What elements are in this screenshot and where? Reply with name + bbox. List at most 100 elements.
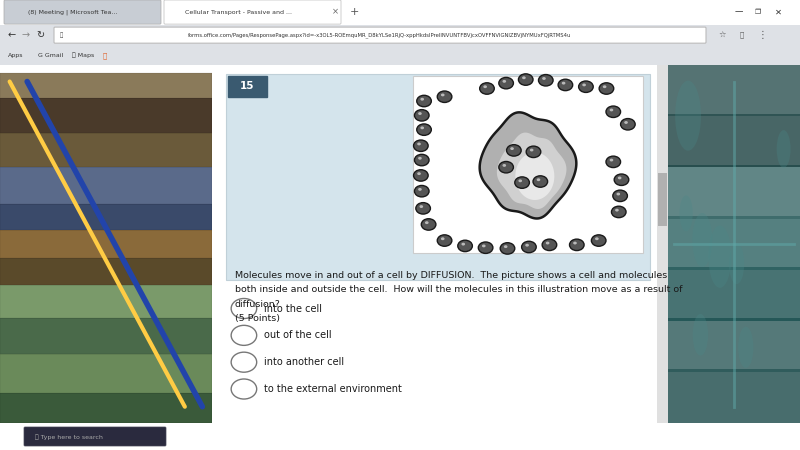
Circle shape xyxy=(414,154,429,166)
Bar xyxy=(658,172,666,226)
Circle shape xyxy=(506,144,521,156)
Circle shape xyxy=(591,235,606,246)
Text: ☆: ☆ xyxy=(718,31,726,40)
Circle shape xyxy=(618,176,622,180)
Circle shape xyxy=(510,147,514,150)
Bar xyxy=(668,63,800,117)
Text: 11/11/2020: 11/11/2020 xyxy=(727,440,762,445)
Bar xyxy=(668,216,800,270)
Circle shape xyxy=(542,239,557,251)
Circle shape xyxy=(441,237,445,240)
Circle shape xyxy=(231,325,257,345)
Circle shape xyxy=(418,157,422,160)
Text: 👤: 👤 xyxy=(740,32,744,38)
Circle shape xyxy=(420,126,424,129)
Text: 🌐: 🌐 xyxy=(374,432,378,441)
Text: 🅱: 🅱 xyxy=(103,52,107,58)
Text: 11:05 AM: 11:05 AM xyxy=(730,429,760,435)
Text: both inside and outside the cell.  How will the molecules in this illustration m: both inside and outside the cell. How wi… xyxy=(235,285,682,294)
Circle shape xyxy=(504,245,507,248)
Circle shape xyxy=(606,106,621,117)
Circle shape xyxy=(777,130,790,168)
Circle shape xyxy=(499,77,514,89)
Bar xyxy=(668,165,800,219)
Circle shape xyxy=(675,81,701,151)
Text: (5 Points): (5 Points) xyxy=(235,314,280,323)
Circle shape xyxy=(502,164,506,167)
Bar xyxy=(0,319,212,354)
Text: 🎵: 🎵 xyxy=(346,432,350,441)
Circle shape xyxy=(578,81,594,92)
Circle shape xyxy=(420,98,424,101)
Text: 📶: 📶 xyxy=(718,434,722,440)
Circle shape xyxy=(708,225,731,288)
Text: to the external environment: to the external environment xyxy=(265,384,402,394)
FancyBboxPatch shape xyxy=(24,427,166,446)
Bar xyxy=(0,204,212,230)
Text: ❑: ❑ xyxy=(176,432,184,441)
Circle shape xyxy=(425,221,429,224)
Circle shape xyxy=(518,74,533,86)
Text: ✕: ✕ xyxy=(775,8,782,17)
Circle shape xyxy=(530,148,534,152)
Circle shape xyxy=(526,146,541,158)
Circle shape xyxy=(422,219,436,230)
Circle shape xyxy=(595,237,598,240)
Circle shape xyxy=(418,112,422,115)
Text: 📁: 📁 xyxy=(262,432,266,441)
Circle shape xyxy=(419,205,423,208)
Circle shape xyxy=(438,91,452,103)
Text: G Gmail: G Gmail xyxy=(38,53,63,58)
Circle shape xyxy=(542,77,546,80)
Circle shape xyxy=(514,177,530,188)
FancyBboxPatch shape xyxy=(164,0,341,24)
Text: ⋮: ⋮ xyxy=(758,30,768,40)
Bar xyxy=(668,12,800,65)
FancyBboxPatch shape xyxy=(4,0,161,24)
Circle shape xyxy=(231,298,257,319)
Bar xyxy=(0,167,212,204)
Circle shape xyxy=(480,83,494,94)
Circle shape xyxy=(414,110,429,121)
Circle shape xyxy=(499,162,514,173)
Circle shape xyxy=(441,94,445,96)
Text: out of the cell: out of the cell xyxy=(265,330,332,340)
Circle shape xyxy=(478,242,493,253)
Bar xyxy=(0,73,212,98)
Text: 🔒: 🔒 xyxy=(60,32,63,38)
Circle shape xyxy=(522,241,536,253)
FancyBboxPatch shape xyxy=(228,76,266,98)
Bar xyxy=(0,392,212,423)
Bar xyxy=(668,318,800,372)
Bar xyxy=(0,98,212,133)
Circle shape xyxy=(526,244,529,247)
Text: 🔊: 🔊 xyxy=(703,434,707,440)
Bar xyxy=(0,133,212,167)
Circle shape xyxy=(610,108,614,112)
Circle shape xyxy=(414,185,429,197)
Polygon shape xyxy=(480,112,576,219)
Circle shape xyxy=(416,202,430,214)
Circle shape xyxy=(570,239,584,251)
Text: 🗺 Maps: 🗺 Maps xyxy=(72,52,94,58)
Text: 🔍 Type here to search: 🔍 Type here to search xyxy=(35,434,103,440)
Circle shape xyxy=(602,86,606,88)
Circle shape xyxy=(482,244,486,248)
Circle shape xyxy=(462,243,465,246)
Text: into another cell: into another cell xyxy=(265,357,345,367)
Circle shape xyxy=(500,243,514,254)
Text: into the cell: into the cell xyxy=(265,303,322,314)
Circle shape xyxy=(546,242,550,244)
Circle shape xyxy=(729,243,744,284)
Text: ⊡: ⊡ xyxy=(205,432,211,441)
Circle shape xyxy=(417,124,431,135)
Circle shape xyxy=(414,140,428,152)
FancyBboxPatch shape xyxy=(226,74,650,280)
Text: 15: 15 xyxy=(240,81,254,91)
Circle shape xyxy=(611,206,626,218)
Bar xyxy=(668,114,800,167)
Text: ↻: ↻ xyxy=(36,30,44,40)
Circle shape xyxy=(538,75,553,86)
FancyBboxPatch shape xyxy=(0,45,800,65)
Circle shape xyxy=(679,195,693,231)
